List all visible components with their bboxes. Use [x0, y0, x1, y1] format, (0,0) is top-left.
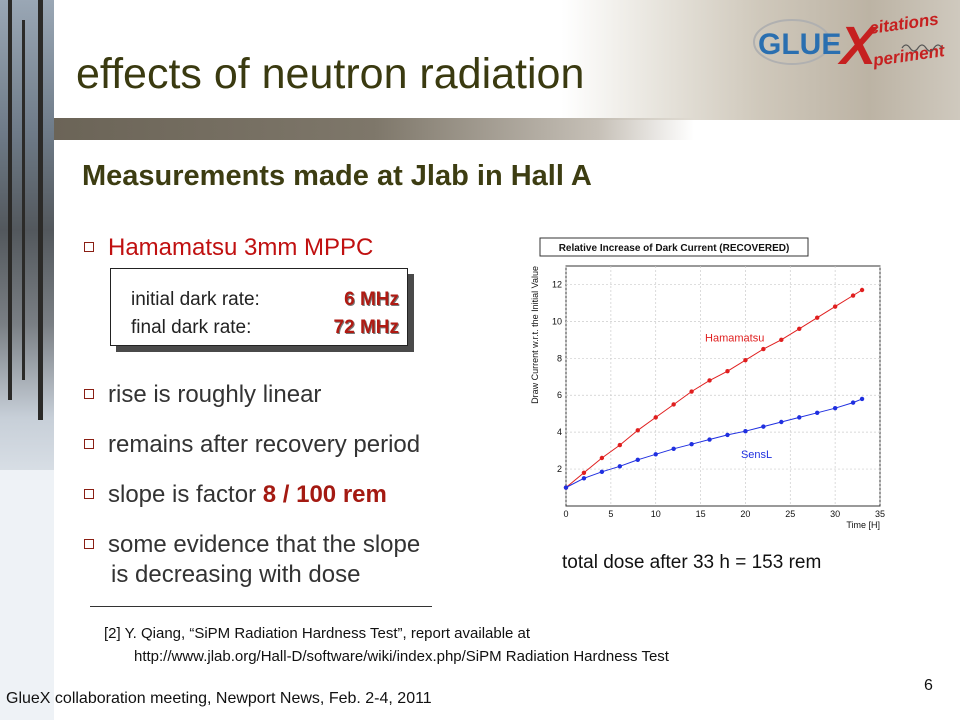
series-label-hamamatsu: Hamamatsu: [705, 333, 764, 345]
x-tick-label: 15: [696, 509, 706, 519]
bullet-hamamatsu: Hamamatsu 3mm MPPC: [84, 234, 373, 262]
data-point-sensl: [581, 476, 587, 481]
final-rate-value: 72 MHz: [333, 317, 399, 338]
data-point-hamamatsu: [725, 369, 730, 374]
y-tick-label: 10: [552, 316, 562, 326]
data-point-hamamatsu: [707, 378, 712, 383]
data-point-hamamatsu: [581, 470, 587, 475]
initial-rate-value: 6 MHz: [344, 289, 399, 310]
plot-frame: [565, 265, 881, 507]
background-photo-strip: [0, 0, 54, 720]
header-underline-bar: [54, 118, 694, 140]
data-point-sensl: [859, 396, 865, 402]
series-label-sensl: SensL: [741, 449, 772, 461]
data-point-hamamatsu: [599, 455, 605, 461]
initial-rate-row: initial dark rate: 6 MHz: [131, 289, 403, 311]
series-line-hamamatsu: [565, 289, 863, 488]
x-tick-label: 35: [875, 509, 885, 519]
dark-current-chart: Relative Increase of Dark Current (RECOV…: [530, 237, 885, 530]
data-point-sensl: [689, 441, 694, 447]
logo-x-text: X: [837, 16, 879, 76]
data-point-hamamatsu: [743, 357, 748, 363]
x-tick-label: 5: [608, 509, 613, 519]
data-point-sensl: [743, 429, 748, 434]
data-point-sensl: [707, 437, 712, 442]
data-point-sensl: [850, 400, 856, 405]
slide-title: effects of neutron radiation: [76, 50, 585, 98]
y-tick-label: 2: [557, 464, 562, 474]
data-point-sensl: [725, 432, 730, 438]
data-point-hamamatsu: [850, 293, 856, 298]
data-point-hamamatsu: [671, 402, 676, 407]
data-point-hamamatsu: [689, 389, 694, 394]
y-tick-label: 6: [557, 390, 562, 400]
gluex-logo: GLUE X citations periment: [753, 9, 947, 76]
bullet-decreasing: some evidence that the slope is decreasi…: [84, 530, 420, 590]
data-point-sensl: [671, 446, 676, 451]
reference-line-1: [2] Y. Qiang, “SiPM Radiation Hardness T…: [104, 625, 531, 642]
y-tick-label: 12: [552, 279, 562, 289]
data-point-sensl: [563, 485, 569, 490]
slide-subtitle: Measurements made at Jlab in Hall A: [82, 160, 592, 192]
footer-text: GlueX collaboration meeting, Newport New…: [6, 690, 432, 707]
bullet-text-line1: some evidence that the slope: [108, 531, 421, 558]
bullet-square-icon: [84, 438, 94, 449]
initial-rate-label: initial dark rate:: [131, 289, 260, 310]
data-point-hamamatsu: [653, 415, 658, 420]
bullet-text: rise is roughly linear: [108, 381, 322, 408]
data-point-sensl: [617, 464, 623, 469]
data-point-sensl: [779, 419, 784, 425]
data-point-sensl: [653, 452, 658, 457]
data-point-sensl: [599, 469, 605, 475]
data-point-hamamatsu: [832, 304, 838, 309]
data-point-sensl: [635, 457, 640, 463]
x-tick-label: 10: [651, 509, 661, 519]
data-point-hamamatsu: [797, 326, 802, 331]
header-band: [54, 0, 960, 120]
data-point-sensl: [815, 410, 820, 415]
x-tick-label: 20: [740, 509, 750, 519]
bullet-square-icon: [84, 388, 94, 399]
data-point-hamamatsu: [815, 315, 820, 320]
data-point-sensl: [797, 415, 802, 420]
x-axis-label: Time [H]: [846, 520, 880, 530]
reference-rule: [90, 606, 432, 607]
chart-title: Relative Increase of Dark Current (RECOV…: [559, 243, 790, 254]
dark-rate-box: initial dark rate: 6 MHz final dark rate…: [110, 268, 408, 346]
bullet-square-icon: [84, 241, 94, 252]
data-point-sensl: [761, 424, 766, 429]
bullet-recovery: remains after recovery period: [84, 431, 420, 459]
data-point-hamamatsu: [761, 346, 766, 352]
bullet-text: Hamamatsu 3mm MPPC: [108, 234, 374, 261]
x-tick-label: 25: [785, 509, 795, 519]
bullet-text: remains after recovery period: [108, 431, 421, 458]
bullet-slope: slope is factor 8 / 100 rem: [84, 481, 387, 509]
data-point-hamamatsu: [635, 428, 640, 433]
y-tick-label: 8: [557, 353, 562, 363]
reference-line-2: http://www.jlab.org/Hall-D/software/wiki…: [134, 648, 669, 665]
bullet-square-icon: [84, 488, 94, 499]
data-point-hamamatsu: [617, 442, 623, 448]
chart-title-box: [539, 237, 809, 257]
logo-sup-text: citations: [868, 9, 940, 38]
data-point-hamamatsu: [859, 287, 865, 293]
chart-caption: total dose after 33 h = 153 rem: [562, 552, 822, 573]
y-tick-label: 4: [557, 427, 562, 437]
final-rate-label: final dark rate:: [131, 317, 252, 338]
final-rate-row: final dark rate: 72 MHz: [131, 317, 403, 339]
bullet-text: slope is factor: [108, 481, 257, 508]
logo-main-text: GLUE: [758, 28, 841, 61]
page-number: 6: [924, 677, 933, 694]
x-tick-label: 30: [830, 509, 840, 519]
x-tick-label: 0: [563, 509, 568, 519]
y-axis-label: Draw Current w.r.t. the Initial Value: [530, 266, 540, 404]
bullet-text-line2: is decreasing with dose: [111, 561, 361, 588]
data-point-hamamatsu: [779, 337, 784, 343]
data-point-sensl: [832, 405, 838, 411]
bullet-square-icon: [84, 538, 94, 549]
bullet-linear: rise is roughly linear: [84, 381, 321, 409]
slope-value: 8 / 100 rem: [262, 481, 387, 508]
series-line-sensl: [565, 398, 863, 488]
